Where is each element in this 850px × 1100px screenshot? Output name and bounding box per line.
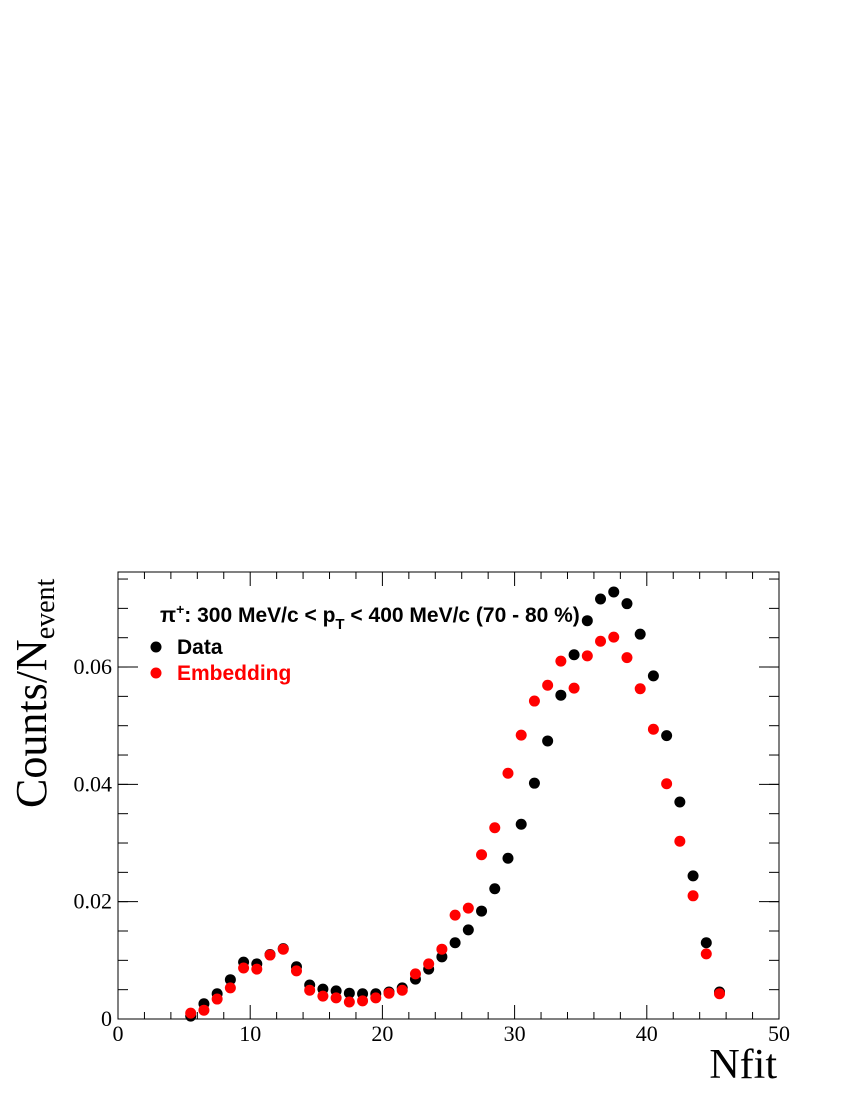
data-point — [476, 905, 488, 917]
data-point — [687, 870, 699, 882]
data-point — [581, 650, 593, 662]
data-point — [238, 962, 250, 974]
x-tick-label: 50 — [768, 1021, 790, 1046]
data-point — [436, 943, 448, 955]
data-point — [290, 965, 302, 977]
title-part: : 300 MeV/c < p — [184, 604, 335, 627]
data-point — [357, 995, 369, 1007]
data-point — [502, 852, 514, 864]
data-point — [317, 990, 329, 1002]
data-point — [714, 988, 726, 1000]
data-point — [647, 670, 659, 682]
data-point — [224, 974, 236, 986]
data-point — [515, 729, 527, 741]
title-part: π — [160, 604, 176, 627]
data-point — [595, 593, 607, 605]
data-point — [251, 963, 263, 975]
data-point — [687, 890, 699, 902]
y-label-part: Counts/N — [7, 639, 56, 808]
data-point — [396, 984, 408, 996]
data-point — [489, 883, 501, 895]
data-point — [581, 615, 593, 627]
data-point — [661, 778, 673, 790]
x-tick-label: 20 — [371, 1021, 393, 1046]
data-point — [674, 796, 686, 808]
plot-frame — [117, 571, 780, 1020]
data-point — [542, 735, 554, 747]
data-point — [568, 649, 580, 661]
data-point — [224, 982, 236, 994]
data-point — [264, 949, 276, 961]
data-point — [277, 943, 289, 955]
data-point — [476, 849, 488, 861]
data-point — [304, 984, 316, 996]
data-point — [449, 909, 461, 921]
data-point — [542, 679, 554, 691]
data-point — [621, 652, 633, 664]
title-part: + — [176, 601, 184, 617]
y-label-part: event — [30, 578, 61, 639]
title-part: < 400 MeV/c (70 - 80 %) — [345, 604, 580, 627]
x-axis-label: Nfit — [709, 1042, 777, 1088]
data-point — [555, 655, 567, 667]
y-tick-label: 0 — [101, 1006, 112, 1031]
data-point — [595, 635, 607, 647]
y-tick-label: 0.06 — [74, 654, 113, 679]
data-point — [462, 924, 474, 936]
data-point — [621, 598, 633, 610]
data-point — [608, 586, 620, 598]
data-point — [634, 683, 646, 695]
data-point — [436, 951, 448, 963]
data-point — [343, 996, 355, 1008]
data-point — [700, 948, 712, 960]
data-point — [343, 987, 355, 999]
y-tick-label: 0.04 — [74, 771, 113, 796]
data-point — [528, 777, 540, 789]
x-tick-label: 40 — [636, 1021, 658, 1046]
data-point — [370, 992, 382, 1004]
data-point — [185, 1007, 197, 1019]
y-axis-label: Counts/Nevent — [7, 578, 61, 808]
data-point — [647, 723, 659, 735]
data-point — [555, 689, 567, 701]
legend-marker — [150, 667, 162, 679]
data-point — [661, 730, 673, 742]
title-part: T — [335, 616, 344, 633]
data-point — [634, 628, 646, 640]
x-tick-label: 30 — [504, 1021, 526, 1046]
data-point — [462, 902, 474, 914]
data-point — [330, 992, 342, 1004]
legend-marker — [150, 641, 162, 653]
data-point — [383, 987, 395, 999]
data-point — [489, 822, 501, 834]
legend-label: Embedding — [177, 662, 291, 685]
data-point — [198, 1004, 210, 1016]
annotation: π+: 300 MeV/c < pT < 400 MeV/c (70 - 80 … — [160, 601, 580, 633]
data-point — [211, 993, 223, 1005]
legend-label: Data — [177, 636, 223, 659]
x-tick-label: 0 — [113, 1021, 124, 1046]
data-point — [515, 818, 527, 830]
y-tick-label: 0.02 — [74, 889, 113, 914]
x-tick-label: 10 — [239, 1021, 261, 1046]
data-point — [608, 631, 620, 643]
data-point — [674, 835, 686, 847]
data-point — [528, 695, 540, 707]
data-point — [700, 937, 712, 949]
data-point — [568, 682, 580, 694]
data-point — [449, 937, 461, 949]
data-point — [502, 767, 514, 779]
data-point — [423, 958, 435, 970]
data-point — [409, 968, 421, 980]
